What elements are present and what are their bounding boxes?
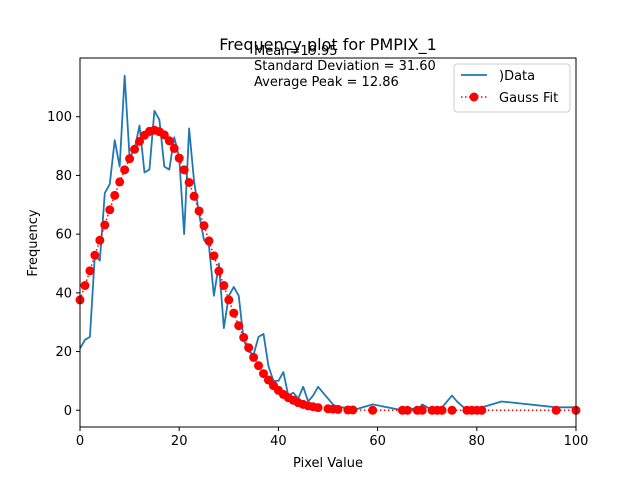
gauss-fit-point [229, 308, 239, 318]
gauss-fit-point [224, 295, 234, 305]
y-tick-label: 20 [55, 345, 72, 360]
gauss-fit-point [194, 206, 204, 216]
gauss-fit-point [179, 165, 189, 175]
gauss-fit-point [209, 251, 219, 261]
x-tick-label: 80 [469, 434, 486, 449]
y-tick-label: 40 [55, 286, 72, 301]
legend: )Data Gauss Fit [453, 63, 571, 113]
legend-data-label: )Data [499, 69, 535, 84]
x-tick-label: 0 [76, 434, 84, 449]
x-axis-label: Pixel Value [293, 456, 363, 471]
x-tick-label: 100 [564, 434, 589, 449]
gauss-fit-point [239, 332, 249, 342]
y-axis-label: Frequency [26, 209, 41, 276]
annotation-peak: Average Peak = 12.86 [254, 75, 399, 90]
gauss-fit-point [417, 405, 427, 415]
gauss-fit-point [130, 144, 140, 154]
data-series-line [79, 74, 576, 412]
gauss-fit-point [477, 405, 487, 415]
gauss-fit-point [189, 191, 199, 201]
gauss-fit-point [174, 153, 184, 163]
gauss-fit-point [199, 221, 209, 231]
gauss-fit-point [437, 405, 447, 415]
gauss-fit-point [333, 404, 343, 414]
stats-annotations: Mean=19.95 Standard Deviation = 31.60 Av… [254, 44, 436, 90]
gauss-fit-point [159, 130, 169, 140]
y-tick-label: 100 [47, 110, 72, 125]
gauss-fit-point [164, 136, 174, 146]
gauss-fit-point [234, 321, 244, 331]
gauss-fit-point [402, 405, 412, 415]
axes-frame [79, 57, 577, 428]
gauss-fit-point [135, 136, 145, 146]
x-tick-label: 20 [171, 434, 188, 449]
gauss-fit-point [259, 369, 269, 379]
y-tick-label: 60 [55, 228, 72, 243]
x-tick-label: 60 [369, 434, 386, 449]
gauss-fit-point [204, 236, 214, 246]
gauss-fit-point [85, 266, 95, 276]
gauss-fit-point [254, 361, 264, 371]
annotation-mean: Mean=19.95 [254, 44, 338, 59]
plot-area [75, 57, 581, 428]
gauss-fit-point [115, 177, 125, 187]
gauss-fit-point [184, 177, 194, 187]
gauss-fit-point [105, 205, 115, 215]
y-tick-label: 80 [55, 169, 72, 184]
y-axis-ticks: 0 20 40 60 80 100 [47, 110, 80, 419]
gauss-fit-point [214, 266, 224, 276]
gauss-fit-point [80, 281, 90, 291]
annotation-std: Standard Deviation = 31.60 [254, 59, 436, 74]
legend-box [453, 63, 571, 113]
legend-gauss-label: Gauss Fit [499, 91, 558, 106]
x-tick-label: 40 [270, 434, 287, 449]
gauss-fit-point [125, 154, 135, 164]
gauss-fit-point [100, 220, 110, 230]
legend-gauss-marker [469, 92, 479, 102]
gauss-fit-point [169, 143, 179, 153]
y-tick-label: 0 [64, 404, 72, 419]
gauss-fit-point [249, 352, 259, 362]
gauss-fit-point [95, 235, 105, 245]
gauss-fit-point [551, 405, 561, 415]
gauss-fit-point [447, 405, 457, 415]
gauss-fit-point [244, 343, 254, 353]
gauss-fit-point [348, 405, 358, 415]
gauss-fit-point [120, 165, 130, 175]
chart-title: Frequency plot for PMPIX_1 [219, 35, 437, 55]
gauss-fit-point [219, 281, 229, 291]
gauss-fit-point [110, 190, 120, 200]
gauss-fit-point [368, 405, 378, 415]
gauss-fit-point [90, 250, 100, 260]
x-axis-ticks: 0 20 40 60 80 100 [76, 427, 589, 449]
gauss-fit-point [313, 403, 323, 413]
